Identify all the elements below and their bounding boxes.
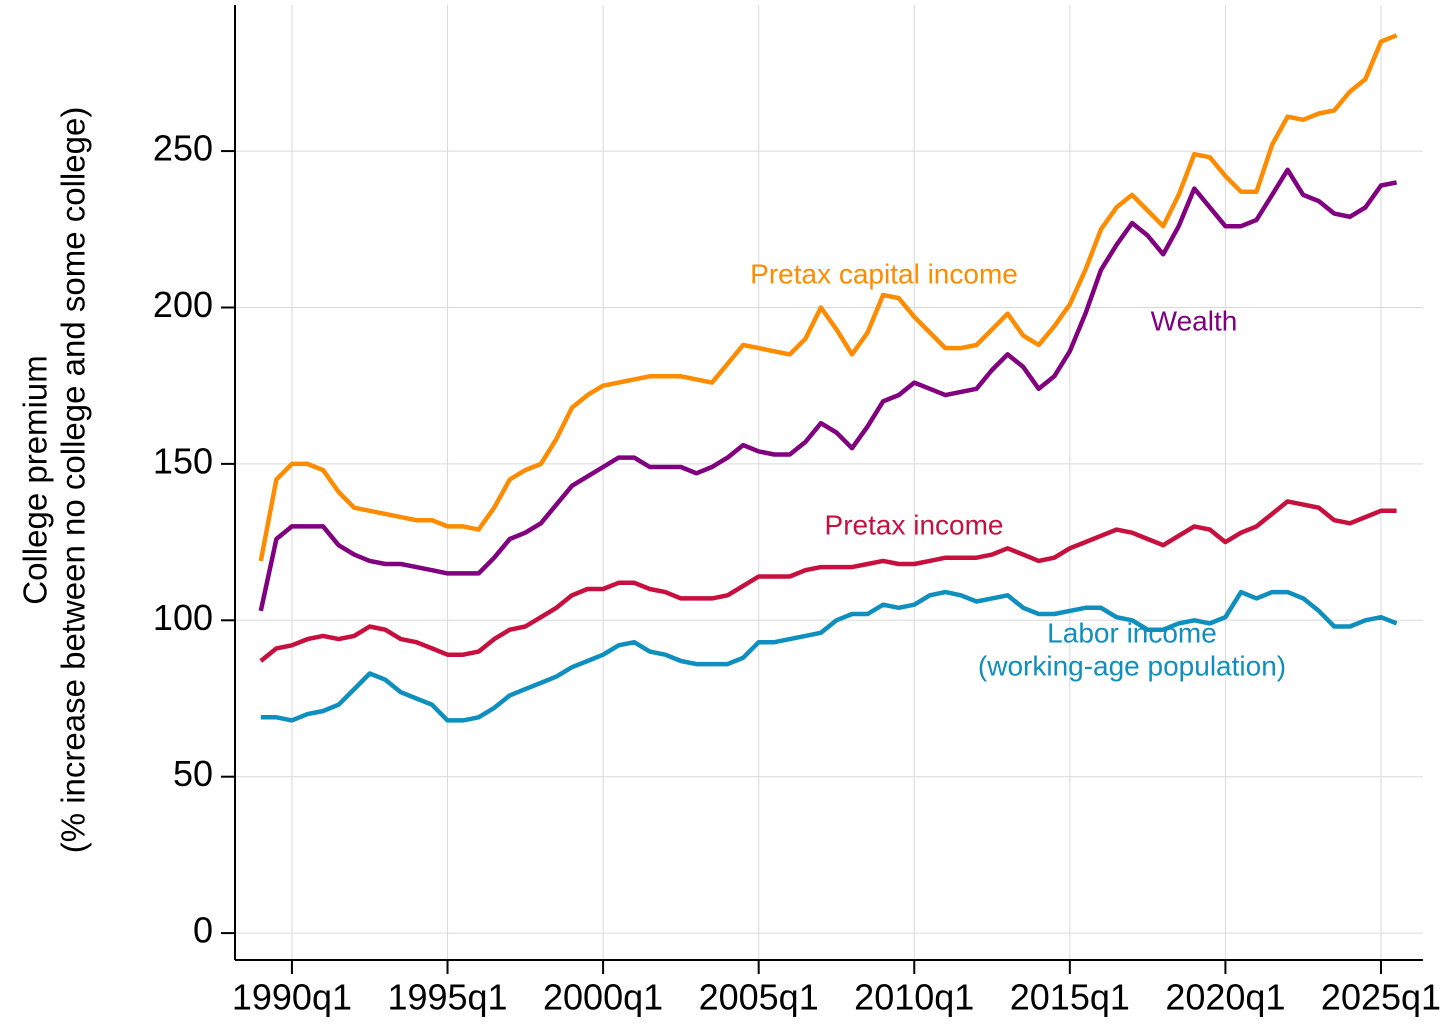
x-tick-label: 2015q1 <box>1010 977 1130 1018</box>
series-label: Wealth <box>1151 305 1238 336</box>
series-line <box>259 499 1397 663</box>
y-tick-label: 0 <box>193 910 213 951</box>
x-tick-label: 2025q1 <box>1321 977 1441 1018</box>
x-tick-label: 2010q1 <box>854 977 974 1018</box>
y-axis-label: College premium (% increase between no co… <box>17 107 92 854</box>
x-tick-label: 1990q1 <box>232 977 352 1018</box>
y-axis-label-line: (% increase between no college and some … <box>55 107 92 854</box>
series-label: Labor income <box>1047 617 1217 648</box>
y-axis-label-line: College premium <box>17 355 54 604</box>
series-label: Pretax income <box>825 509 1004 540</box>
y-tick-label: 200 <box>153 284 213 325</box>
x-tick-label: 1995q1 <box>387 977 507 1018</box>
y-tick-label: 100 <box>153 597 213 638</box>
series-label: Pretax capital income <box>750 258 1018 289</box>
x-tick-label: 2005q1 <box>699 977 819 1018</box>
y-tick-label: 50 <box>173 753 213 794</box>
series-line <box>260 589 1398 723</box>
series-label: (working-age population) <box>978 650 1286 681</box>
x-tick-label: 2020q1 <box>1165 977 1285 1018</box>
y-tick-label: 150 <box>153 440 213 481</box>
series-line <box>258 33 1398 562</box>
y-tick-label: 250 <box>153 128 213 169</box>
x-tick-label: 2000q1 <box>543 977 663 1018</box>
series-line <box>258 167 1398 612</box>
